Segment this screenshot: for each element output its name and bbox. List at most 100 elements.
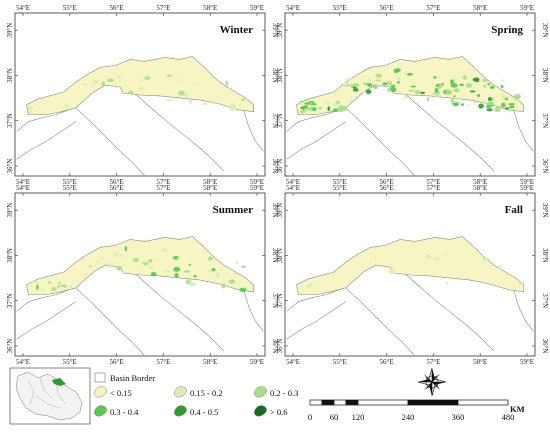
vegetation-patch	[208, 268, 212, 273]
lon-label-bottom: 57°E	[156, 358, 170, 366]
vegetation-patch	[115, 75, 124, 79]
lat-label-right: 37°N	[271, 113, 279, 128]
lat-label-right: 38°N	[271, 248, 279, 263]
vegetation-patch	[312, 107, 317, 111]
vegetation-patch	[483, 257, 491, 261]
lon-label-top: 54°E	[286, 184, 300, 192]
vegetation-patch	[375, 79, 381, 82]
lat-label-left: 36°N	[276, 339, 284, 354]
legend-class-label: < 0.15	[110, 388, 132, 398]
vegetation-patch	[138, 86, 144, 91]
lon-label-bottom: 59°E	[520, 358, 534, 366]
vegetation-patch	[494, 106, 501, 113]
legend-swatch	[94, 405, 107, 417]
lat-label-left: 37°N	[6, 113, 14, 128]
vegetation-patch	[83, 83, 88, 87]
basin-border-swatch	[94, 372, 106, 383]
vegetation-patch	[174, 273, 179, 278]
vegetation-patch	[166, 74, 172, 77]
lon-label-top: 54°E	[286, 4, 300, 12]
lon-label-bottom: 59°E	[250, 358, 264, 366]
lon-label-top: 58°E	[203, 4, 217, 12]
lat-label-left: 39°N	[6, 203, 14, 218]
vegetation-patch	[132, 257, 139, 263]
lon-label-bottom: 54°E	[16, 178, 30, 186]
lat-label-right: 38°N	[271, 68, 279, 83]
lat-label-left: 38°N	[276, 68, 284, 83]
scale-tick-0: 0	[308, 412, 312, 422]
map-panel-spring: Spring 54°E 54°E 55°E 55°E 56°E 56°E 57°E 57°E 58…	[276, 4, 549, 186]
lon-label-bottom: 55°E	[333, 358, 347, 366]
vegetation-patch	[477, 93, 481, 97]
vegetation-patch	[345, 77, 352, 81]
vegetation-patch	[373, 84, 378, 90]
lon-label-top: 56°E	[110, 4, 124, 12]
legend-swatch	[174, 405, 187, 417]
vegetation-patch	[465, 83, 473, 88]
vegetation-patch	[69, 284, 73, 290]
legend: Basin Border < 0.15 0.15 - 0.2 0.2 - 0.3 0.…	[9, 367, 298, 425]
vegetation-patch	[107, 263, 112, 269]
vegetation-patch	[305, 284, 312, 288]
lon-label-bottom: 59°E	[250, 178, 264, 186]
map-panel-fall: Fall 54°E 54°E 55°E 55°E 56°E 56°E 57°E 57°E 58°E…	[276, 184, 549, 366]
lat-label-right: 37°N	[541, 293, 549, 308]
lon-label-bottom: 56°E	[110, 358, 124, 366]
lat-label-right: 37°N	[541, 113, 549, 128]
lon-label-bottom: 54°E	[286, 358, 300, 366]
lon-label-bottom: 56°E	[380, 358, 394, 366]
vegetation-patch	[450, 79, 455, 85]
vegetation-patch	[388, 268, 396, 274]
lon-label-top: 54°E	[16, 184, 30, 192]
vegetation-patch	[124, 246, 128, 252]
lat-label-right: 38°N	[541, 68, 549, 83]
vegetation-patch	[144, 76, 151, 80]
lon-label-top: 56°E	[380, 4, 394, 12]
vegetation-patch	[148, 259, 153, 263]
legend-class-label: 0.2 - 0.3	[270, 388, 298, 398]
vegetation-patch	[189, 281, 197, 287]
lat-label-left: 36°N	[6, 159, 14, 174]
lon-label-top: 56°E	[110, 184, 124, 192]
vegetation-patch	[58, 281, 62, 285]
vegetation-patch	[113, 252, 118, 257]
vegetation-patch	[513, 95, 519, 100]
lon-label-bottom: 55°E	[63, 358, 77, 366]
vegetation-patch	[92, 79, 99, 84]
lon-label-bottom: 57°E	[156, 178, 170, 186]
scale-tick-360: 360	[452, 412, 465, 422]
vegetation-patch	[410, 85, 417, 88]
vegetation-patch	[406, 72, 413, 76]
lat-label-left: 37°N	[276, 113, 284, 128]
legend-class-label: > 0.6	[270, 407, 288, 417]
lon-label-top: 59°E	[520, 4, 534, 12]
vegetation-patch	[138, 79, 146, 82]
lon-label-top: 57°E	[426, 184, 440, 192]
vegetation-patch	[393, 68, 399, 74]
vegetation-patch	[451, 77, 457, 80]
legend-swatch	[254, 386, 267, 398]
vegetation-patch	[89, 265, 92, 268]
lat-label-right: 39°N	[271, 203, 279, 218]
vegetation-patch	[426, 97, 430, 102]
panel-title-winter: Winter	[220, 24, 254, 36]
map-panel-summer: Summer 54°E 54°E 55°E 55°E 56°E 56°E 57°E 57°E 58…	[6, 184, 279, 366]
vegetation-patch	[500, 79, 505, 82]
lat-label-right: 39°N	[541, 23, 549, 38]
vegetation-patch	[352, 83, 360, 88]
vegetation-patch	[207, 256, 214, 261]
lon-label-top: 57°E	[156, 4, 170, 12]
vegetation-patch	[150, 271, 157, 277]
vegetation-patch	[508, 102, 515, 106]
vegetation-patch	[500, 84, 504, 89]
vegetation-patch	[467, 104, 471, 107]
lon-label-top: 57°E	[156, 184, 170, 192]
vegetation-patch	[362, 90, 366, 94]
lon-label-top: 55°E	[333, 4, 347, 12]
lon-label-top: 59°E	[250, 4, 264, 12]
vegetation-patch	[235, 261, 239, 265]
vegetation-patch	[441, 82, 445, 86]
legend-class-label: 0.15 - 0.2	[190, 388, 223, 398]
vegetation-patch	[304, 108, 309, 113]
vegetation-patch	[64, 104, 69, 108]
